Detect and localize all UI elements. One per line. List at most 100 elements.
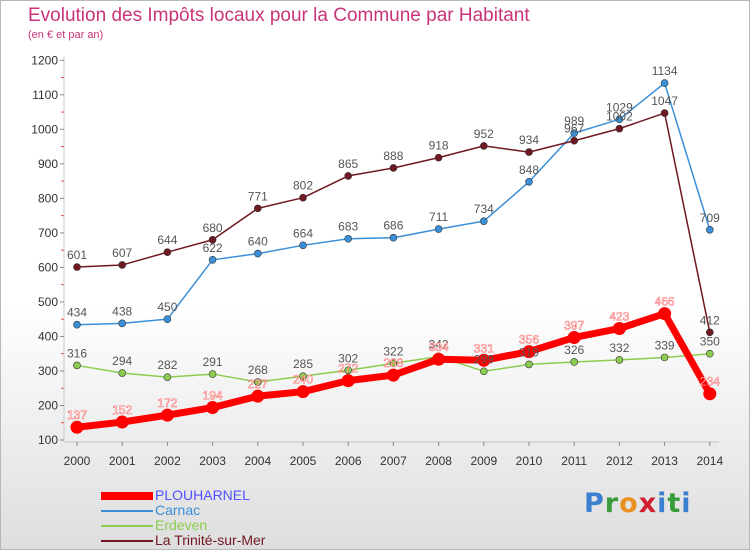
x-tick-label: 2010: [516, 454, 543, 468]
data-point: [163, 373, 172, 381]
data-label: 412: [700, 313, 720, 327]
data-point: [73, 361, 81, 370]
x-tick-label: 2004: [244, 454, 271, 468]
data-point: [73, 263, 81, 271]
data-point: [251, 389, 265, 403]
data-label: 952: [474, 127, 494, 141]
x-tick-label: 2003: [199, 454, 226, 468]
legend-item: Carnac: [101, 503, 265, 518]
data-point: [160, 408, 174, 422]
data-point: [525, 360, 533, 369]
data-label: 322: [383, 344, 403, 358]
x-tick-label: 2013: [651, 454, 678, 468]
data-label: 272: [338, 362, 358, 376]
data-label: 319: [519, 345, 539, 359]
legend-swatch: [101, 491, 153, 500]
data-point: [386, 368, 400, 382]
data-label: 268: [248, 363, 268, 377]
data-label: 434: [67, 306, 87, 320]
data-label: 640: [248, 235, 268, 249]
y-tick-label: 500: [38, 295, 58, 309]
data-label: 865: [338, 157, 358, 171]
data-label: 1002: [606, 110, 633, 124]
x-tick-label: 2007: [380, 454, 407, 468]
legend-label: Erdeven: [155, 517, 208, 533]
data-label: 334: [429, 340, 449, 354]
data-label: 332: [609, 341, 629, 355]
data-point: [206, 401, 220, 415]
data-point: [389, 233, 398, 242]
x-tick-label: 2014: [696, 454, 723, 468]
legend-swatch: [101, 539, 153, 542]
logo-letter: i: [681, 488, 692, 519]
data-point: [208, 235, 217, 244]
y-tick-label: 1200: [31, 53, 58, 67]
legend-swatch: [101, 524, 153, 527]
data-point: [118, 261, 126, 269]
data-label: 680: [203, 221, 223, 235]
data-point: [525, 177, 533, 186]
y-tick-label: 700: [38, 226, 58, 240]
y-tick-label: 400: [38, 329, 58, 343]
data-point: [299, 193, 307, 202]
data-label: 709: [700, 211, 720, 225]
x-tick-label: 2008: [425, 454, 452, 468]
data-point: [660, 109, 669, 117]
data-point: [389, 164, 398, 172]
data-point: [570, 129, 579, 137]
data-label: 607: [112, 246, 132, 260]
data-label: 622: [203, 241, 223, 255]
legend-item: Erdeven: [101, 518, 265, 533]
data-label: 466: [655, 295, 675, 309]
data-label: 227: [248, 377, 268, 391]
logo-letter: x: [638, 488, 658, 519]
data-label: 802: [293, 179, 313, 193]
data-point: [253, 378, 262, 386]
series-carnac: [73, 79, 714, 329]
data-point: [341, 374, 355, 388]
data-label: 234: [700, 375, 720, 389]
logo-letter: r: [604, 488, 620, 519]
data-point: [658, 307, 672, 321]
data-point: [479, 217, 488, 225]
x-tick-label: 2006: [335, 454, 362, 468]
x-tick-label: 2012: [606, 454, 633, 468]
logo-letter: t: [667, 488, 682, 519]
x-tick-label: 2000: [64, 454, 91, 468]
y-tick-label: 800: [38, 191, 58, 205]
data-label: 771: [248, 189, 268, 203]
data-label: 734: [474, 202, 494, 216]
x-tick-label: 2002: [154, 454, 181, 468]
data-point: [163, 315, 172, 323]
series-la-trinit-sur-mer: [73, 109, 714, 337]
data-label: 888: [383, 149, 403, 163]
data-point: [118, 319, 126, 328]
data-label: 282: [157, 358, 177, 372]
data-label: 711: [429, 210, 448, 224]
x-tick-label: 2001: [109, 454, 136, 468]
data-point: [344, 172, 353, 180]
logo-letter: o: [619, 488, 639, 519]
data-label: 601: [67, 248, 87, 262]
data-label: 331: [474, 341, 494, 355]
data-point: [344, 234, 353, 243]
data-point: [705, 349, 714, 358]
y-tick-label: 1100: [32, 88, 58, 102]
data-label: 1134: [652, 64, 678, 78]
data-label: 686: [383, 219, 403, 233]
y-tick-label: 1000: [31, 122, 58, 136]
chart-title: Evolution des Impôts locaux pour la Comm…: [28, 5, 530, 26]
data-point: [660, 79, 669, 87]
data-point: [660, 353, 669, 362]
data-label: 1047: [651, 94, 678, 108]
data-point: [299, 241, 307, 250]
data-label: 288: [383, 356, 403, 370]
data-label: 326: [564, 343, 584, 357]
data-point: [389, 359, 398, 368]
data-label: 356: [519, 333, 539, 347]
data-label: 302: [338, 351, 358, 365]
data-label: 172: [157, 396, 177, 410]
legend-label: La Trinité-sur-Mer: [155, 532, 266, 548]
x-tick-label: 2011: [561, 454, 587, 468]
